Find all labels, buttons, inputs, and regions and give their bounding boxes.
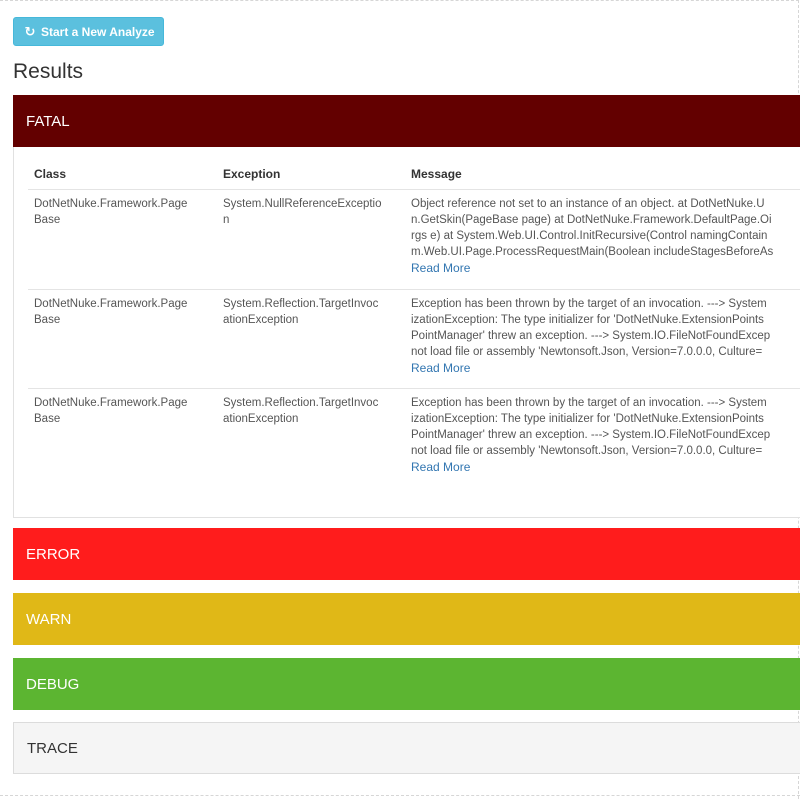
refresh-icon: ↻ <box>24 23 36 39</box>
exception-cell: System.Reflection.TargetInvoc ationExcept… <box>223 395 403 427</box>
class-cell-line: DotNetNuke.Framework.Page <box>34 198 188 210</box>
level-label-error: ERROR <box>26 545 81 563</box>
level-header-trace[interactable]: TRACE <box>13 722 800 774</box>
class-cell: DotNetNuke.Framework.Page Base <box>34 296 214 328</box>
level-header-warn[interactable]: WARN <box>13 593 800 645</box>
table-row: DotNetNuke.Framework.Page Base System.Null… <box>14 189 800 289</box>
header-divider <box>28 189 800 190</box>
table-header: Class Exception Message <box>14 147 800 189</box>
exception-cell: System.NullReferenceExceptio n <box>223 196 403 228</box>
table-row: DotNetNuke.Framework.Page Base System.Refl… <box>14 388 800 488</box>
level-label-fatal: FATAL <box>26 112 70 130</box>
level-header-error[interactable]: ERROR <box>13 528 800 580</box>
class-cell-line: Base <box>34 314 61 326</box>
column-header-message: Message <box>411 167 462 181</box>
message-cell-line: m.Web.UI.Page.ProcessRequestMain(Boolean… <box>411 246 774 258</box>
message-cell-line: Exception has been thrown by the target … <box>411 298 767 310</box>
class-cell-line: Base <box>34 413 61 425</box>
content-frame-bottom <box>0 795 800 796</box>
row-divider <box>28 289 800 290</box>
class-cell: DotNetNuke.Framework.Page Base <box>34 196 214 228</box>
message-cell: Object reference not set to an instance … <box>411 196 800 260</box>
class-cell-line: Base <box>34 214 61 226</box>
class-cell-line: DotNetNuke.Framework.Page <box>34 397 188 409</box>
start-new-analyze-label: Start a New Analyze <box>41 24 155 39</box>
message-cell-line: izationException: The type initializer f… <box>411 413 764 425</box>
fatal-results-panel: Class Exception Message DotNetNuke.Frame… <box>13 147 800 518</box>
exception-cell-line: ationException <box>223 413 299 425</box>
level-label-trace: TRACE <box>27 739 78 757</box>
message-cell-line: PointManager' threw an exception. ---> S… <box>411 330 771 342</box>
exception-cell-line: ationException <box>223 314 299 326</box>
message-cell: Exception has been thrown by the target … <box>411 395 800 459</box>
level-label-debug: DEBUG <box>26 675 80 693</box>
level-header-debug[interactable]: DEBUG <box>13 658 800 710</box>
exception-cell: System.Reflection.TargetInvoc ationExcept… <box>223 296 403 328</box>
message-cell-line: Exception has been thrown by the target … <box>411 397 767 409</box>
exception-cell-line: n <box>223 214 230 226</box>
column-header-exception: Exception <box>223 167 281 181</box>
exception-cell-line: System.NullReferenceExceptio <box>223 198 382 210</box>
exception-cell-line: System.Reflection.TargetInvoc <box>223 298 379 310</box>
class-cell-line: DotNetNuke.Framework.Page <box>34 298 188 310</box>
message-cell-line: rgs e) at System.Web.UI.Control.InitRecu… <box>411 230 768 242</box>
read-more-link[interactable]: Read More <box>411 261 471 275</box>
table-row: DotNetNuke.Framework.Page Base System.Refl… <box>14 289 800 389</box>
message-cell-line: not load file or assembly 'Newtonsoft.Js… <box>411 445 763 457</box>
message-cell-line: izationException: The type initializer f… <box>411 314 764 326</box>
read-more-link[interactable]: Read More <box>411 361 471 375</box>
message-cell-line: not load file or assembly 'Newtonsoft.Js… <box>411 346 763 358</box>
message-cell-line: PointManager' threw an exception. ---> S… <box>411 429 771 441</box>
class-cell: DotNetNuke.Framework.Page Base <box>34 395 214 427</box>
message-cell: Exception has been thrown by the target … <box>411 296 800 360</box>
level-header-fatal[interactable]: FATAL <box>13 95 800 147</box>
exception-cell-line: System.Reflection.TargetInvoc <box>223 397 379 409</box>
page-title: Results <box>13 60 84 83</box>
row-divider <box>28 388 800 389</box>
read-more-link[interactable]: Read More <box>411 460 471 474</box>
level-label-warn: WARN <box>26 610 72 628</box>
message-cell-line: n.GetSkin(PageBase page) at DotNetNuke.F… <box>411 214 772 226</box>
column-header-class: Class <box>34 167 67 181</box>
message-cell-line: Object reference not set to an instance … <box>411 198 765 210</box>
start-new-analyze-button[interactable]: ↻ Start a New Analyze <box>13 17 164 46</box>
